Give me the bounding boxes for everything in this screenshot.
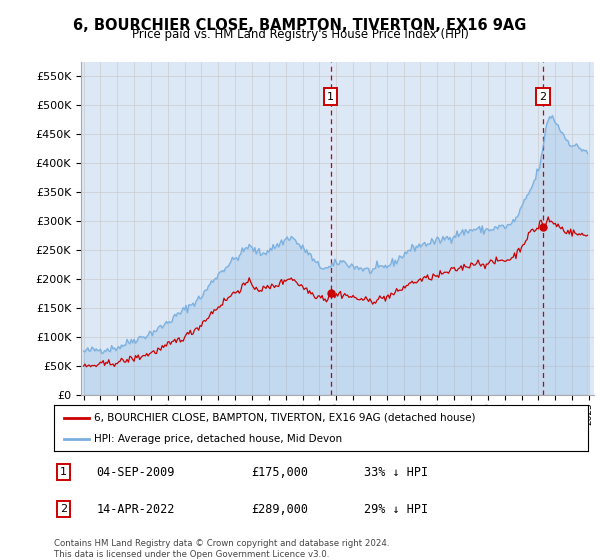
Text: 33% ↓ HPI: 33% ↓ HPI xyxy=(364,465,428,479)
Text: 1: 1 xyxy=(327,92,334,101)
Text: HPI: Average price, detached house, Mid Devon: HPI: Average price, detached house, Mid … xyxy=(94,435,342,444)
Text: 6, BOURCHIER CLOSE, BAMPTON, TIVERTON, EX16 9AG (detached house): 6, BOURCHIER CLOSE, BAMPTON, TIVERTON, E… xyxy=(94,413,476,423)
Text: Contains HM Land Registry data © Crown copyright and database right 2024.
This d: Contains HM Land Registry data © Crown c… xyxy=(54,539,389,559)
Text: £289,000: £289,000 xyxy=(251,502,308,516)
Text: 04-SEP-2009: 04-SEP-2009 xyxy=(97,465,175,479)
Text: 6, BOURCHIER CLOSE, BAMPTON, TIVERTON, EX16 9AG: 6, BOURCHIER CLOSE, BAMPTON, TIVERTON, E… xyxy=(73,18,527,33)
Text: £175,000: £175,000 xyxy=(251,465,308,479)
Text: 1: 1 xyxy=(60,467,67,477)
Text: 29% ↓ HPI: 29% ↓ HPI xyxy=(364,502,428,516)
Text: 2: 2 xyxy=(539,92,547,101)
Text: 14-APR-2022: 14-APR-2022 xyxy=(97,502,175,516)
Text: Price paid vs. HM Land Registry's House Price Index (HPI): Price paid vs. HM Land Registry's House … xyxy=(131,28,469,41)
Text: 2: 2 xyxy=(60,504,67,514)
